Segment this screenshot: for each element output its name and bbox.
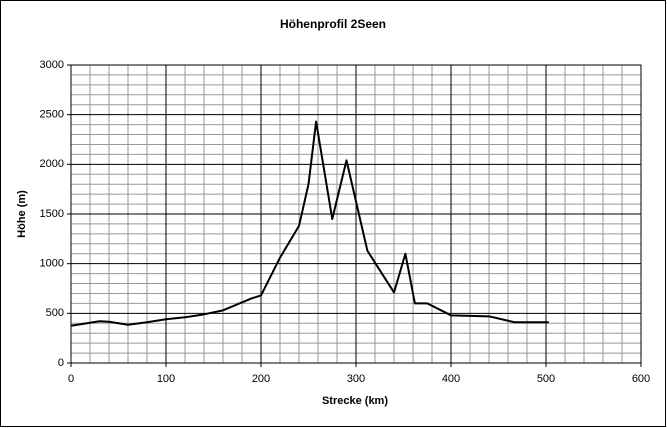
y-tick-label: 2500 [40, 109, 64, 121]
x-tick-label: 200 [252, 373, 270, 385]
x-tick-label: 600 [632, 373, 650, 385]
y-tick-label: 3000 [40, 59, 64, 71]
y-axis-label: Höhe (m) [16, 190, 28, 238]
x-tick-label: 300 [347, 373, 365, 385]
x-tick-label: 100 [157, 373, 175, 385]
y-tick-label: 500 [46, 307, 64, 319]
y-tick-label: 0 [58, 357, 64, 369]
line-series [70, 120, 549, 327]
x-tick-label: 400 [442, 373, 460, 385]
y-tick-label: 1000 [40, 258, 64, 270]
x-tick-label: 0 [68, 373, 74, 385]
y-tick-label: 2000 [40, 158, 64, 170]
y-tick-label: 1500 [40, 208, 64, 220]
chart-title: Höhenprofil 2Seen [280, 17, 386, 31]
x-axis-label: Strecke (km) [322, 395, 388, 407]
x-tick-label: 500 [537, 373, 555, 385]
